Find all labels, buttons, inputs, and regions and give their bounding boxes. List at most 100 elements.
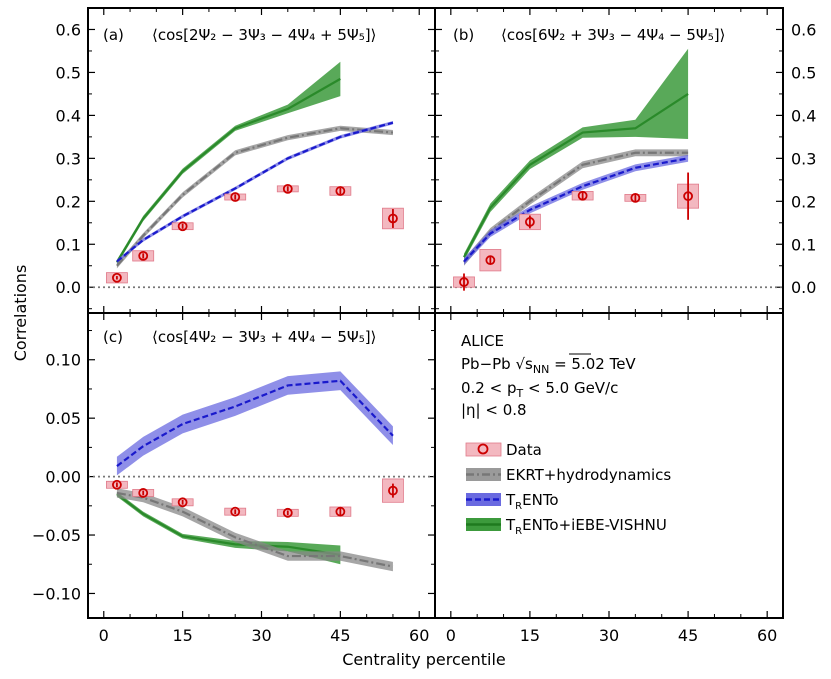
info-pt-a: 0.2 < p (461, 379, 516, 397)
panel-c-plot: 0 15 30 45 60 −0.10 −0.05 0.00 0.05 0.10 (32, 313, 435, 645)
trento-line (116, 121, 394, 263)
data-point (388, 213, 398, 224)
legend-trento-label: TRENTo (505, 491, 559, 512)
legend-trento-band (466, 493, 501, 506)
y-tick-label: 0.6 (791, 20, 816, 39)
trento-line (116, 379, 394, 467)
panel-d-ticks: 0 15 30 45 60 (446, 313, 777, 645)
data-point (112, 272, 122, 283)
panel-c: 0 15 30 45 60 −0.10 −0.05 0.00 0.05 0.10 (c) ⟨cos… (32, 312, 436, 645)
data-point (335, 186, 346, 196)
panel-d-frame (434, 312, 784, 619)
info-pt-b: < 5.0 GeV/c (523, 379, 618, 397)
legend-data-marker (477, 443, 489, 455)
ekrt-line (463, 151, 689, 264)
x-tick-label: 15 (520, 626, 540, 645)
panel-b-title: ⟨cos[6Ψ₂ + 3Ψ₃ − 4Ψ₄ − 5Ψ₅]⟩ (501, 26, 725, 44)
y-tick-label: 0.2 (56, 192, 81, 211)
data-point (177, 221, 188, 232)
legend: Data EKRT+hydrodynamics TRENTo TRENTo+iE… (465, 441, 671, 537)
info-pt-sub: T (515, 387, 523, 400)
x-tick-label: 45 (678, 626, 698, 645)
y-tick-label: 0.3 (56, 149, 81, 168)
legend-vishnu-sub: R (515, 526, 522, 537)
panel-a-title: ⟨cos[2Ψ₂ − 3Ψ₃ − 4Ψ₄ + 5Ψ₅]⟩ (152, 26, 376, 44)
y-axis-label: Correlations (11, 265, 30, 362)
x-tick-label: 45 (330, 626, 350, 645)
x-axis-label: Centrality percentile (342, 650, 506, 669)
info-system: Pb−Pb √sNN = 5.02 TeV (461, 355, 636, 376)
panel-c-title: ⟨cos[4Ψ₂ − 3Ψ₃ + 4Ψ₄ − 5Ψ₅]⟩ (152, 328, 376, 346)
y-tick-label: 0.4 (56, 106, 81, 125)
legend-item-ekrt: EKRT+hydrodynamics (466, 466, 671, 484)
legend-vishnu-label: TRENTo+iEBE-VISHNU (505, 516, 667, 537)
y-tick-label: −0.10 (32, 584, 81, 603)
info-eta: |η| < 0.8 (461, 401, 527, 419)
panel-a: 0.0 0.1 0.2 0.3 0.4 0.5 0.6 (a) ⟨cos[2Ψ₂ − 3Ψ₃… (56, 7, 436, 314)
data-point (282, 183, 293, 194)
vishnu-band (116, 61, 341, 265)
y-tick-label: 0.10 (45, 351, 81, 370)
vishnu-line (115, 77, 341, 263)
x-tick-label: 30 (251, 626, 271, 645)
y-tick-label: 0.3 (791, 149, 816, 168)
legend-vishnu-rest: ENTo+iEBE-VISHNU (522, 516, 667, 534)
y-tick-label: 0.6 (56, 20, 81, 39)
legend-trento-rest: ENTo (522, 491, 559, 509)
y-tick-label: 0.05 (45, 409, 81, 428)
panel-c-tag: (c) (103, 328, 123, 346)
legend-data-box (465, 442, 502, 457)
ekrt-band (116, 488, 393, 572)
legend-trento-sub: R (515, 501, 522, 512)
data-point (177, 497, 188, 508)
y-tick-label: 0.5 (56, 63, 81, 82)
panel-b-tag: (b) (453, 26, 474, 44)
x-tick-label: 60 (409, 626, 429, 645)
x-tick-label: 0 (99, 626, 109, 645)
legend-vishnu-t: T (505, 516, 516, 534)
legend-data-label: Data (506, 441, 542, 459)
y-tick-label: 0.5 (791, 63, 816, 82)
data-point (459, 277, 469, 287)
x-tick-label: 60 (757, 626, 777, 645)
ekrt-line (116, 491, 394, 568)
data-point (577, 190, 588, 201)
panel-b-plot: 0.0 0.1 0.2 0.3 0.4 0.5 0.6 (435, 7, 816, 313)
data-point (112, 479, 122, 490)
x-tick-label: 0 (446, 626, 456, 645)
data-point (138, 250, 149, 261)
y-tick-label: 0.1 (791, 235, 816, 254)
y-tick-label: 0.4 (791, 106, 816, 125)
legend-ekrt-label: EKRT+hydrodynamics (506, 466, 671, 484)
legend-item-data: Data (465, 441, 542, 459)
info-experiment: ALICE (461, 332, 504, 350)
legend-item-trento: TRENTo (466, 491, 559, 512)
y-tick-label: 0.00 (45, 468, 81, 487)
info-pt: 0.2 < pT < 5.0 GeV/c (461, 379, 618, 400)
vishnu-line (463, 92, 689, 258)
ekrt-line (116, 127, 394, 267)
info-system-a: Pb−Pb √s (461, 355, 533, 373)
x-tick-label: 15 (172, 626, 192, 645)
ekrt-band (464, 149, 689, 266)
data-point (683, 191, 693, 202)
y-tick-label: 0.0 (56, 278, 81, 297)
y-tick-label: 0.0 (791, 278, 816, 297)
panel-a-tag: (a) (103, 26, 124, 44)
y-tick-label: −0.05 (32, 526, 81, 545)
panel-b: 0.0 0.1 0.2 0.3 0.4 0.5 0.6 (b) ⟨cos[6Ψ₂ + 3Ψ₃… (434, 7, 816, 314)
info-system-sub: NN (533, 363, 549, 376)
data-point (230, 192, 241, 202)
y-tick-label: 0.2 (791, 192, 816, 211)
trento-line (463, 157, 689, 263)
data-point (525, 217, 535, 227)
data-point (388, 485, 398, 496)
info-system-b: = 5.02 TeV (549, 355, 636, 373)
data-point (282, 507, 293, 518)
legend-item-vishnu: TRENTo+iEBE-VISHNU (466, 516, 667, 537)
data-point (630, 192, 641, 203)
data-point (335, 506, 346, 517)
info-block: ALICE Pb−Pb √sNN = 5.02 TeV 0.2 < pT < 5… (461, 332, 636, 419)
